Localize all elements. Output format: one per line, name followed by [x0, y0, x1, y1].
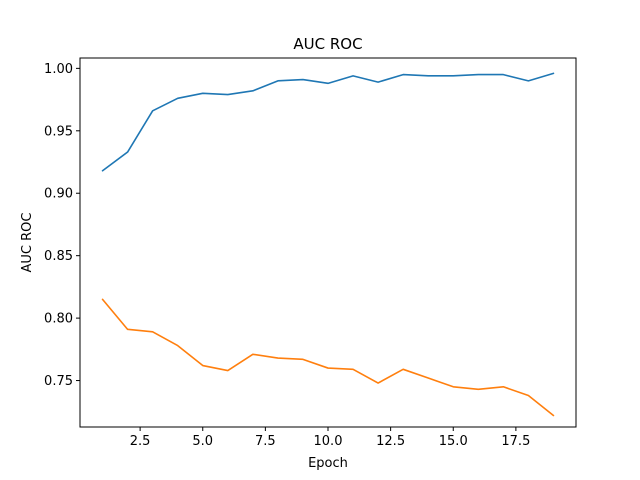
x-tick-label: 10.0: [314, 434, 343, 449]
x-tick-label: 17.5: [501, 434, 530, 449]
series-line-2: [101, 298, 555, 417]
y-tick-label: 0.75: [44, 374, 73, 389]
y-tick-label: 0.85: [44, 249, 73, 264]
y-tick-label: 0.90: [44, 187, 73, 202]
y-tick-label: 0.80: [44, 312, 73, 327]
x-tick-label: 5.0: [192, 434, 213, 449]
chart-title: AUC ROC: [293, 35, 362, 53]
plot-frame: [79, 57, 577, 428]
y-axis: 0.75 0.80 0.85 0.90 0.95 1.00: [44, 62, 80, 389]
x-tick-label: 2.5: [130, 434, 151, 449]
x-tick-label: 12.5: [376, 434, 405, 449]
x-tick-label: 7.5: [255, 434, 276, 449]
x-axis-label: Epoch: [308, 456, 348, 471]
series-line-1: [101, 72, 555, 172]
series-layer: [101, 72, 555, 417]
y-tick-label: 1.00: [44, 62, 73, 77]
x-tick-label: 15.0: [439, 434, 468, 449]
y-tick-label: 0.95: [44, 124, 73, 139]
y-axis-label: AUC ROC: [20, 213, 35, 273]
x-axis: 2.5 5.0 7.5 10.0 12.5 15.0 17.5: [130, 427, 530, 449]
